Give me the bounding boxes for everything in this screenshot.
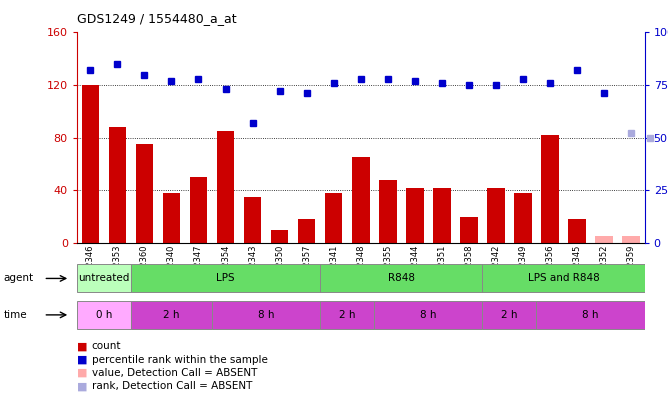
Bar xyxy=(216,131,234,243)
Bar xyxy=(131,264,320,292)
Text: 0 h: 0 h xyxy=(96,310,112,320)
Bar xyxy=(487,188,505,243)
Text: percentile rank within the sample: percentile rank within the sample xyxy=(92,355,267,364)
Bar xyxy=(541,135,558,243)
Bar xyxy=(190,177,207,243)
Text: LPS: LPS xyxy=(216,273,235,283)
Text: 2 h: 2 h xyxy=(501,310,518,320)
Bar xyxy=(136,144,153,243)
Bar xyxy=(482,264,645,292)
Bar xyxy=(406,188,424,243)
Text: 8 h: 8 h xyxy=(420,310,437,320)
Text: untreated: untreated xyxy=(78,273,130,283)
Bar xyxy=(433,188,451,243)
Text: ■: ■ xyxy=(77,382,88,391)
Text: agent: agent xyxy=(3,273,33,283)
Text: ■: ■ xyxy=(77,368,88,378)
Text: R848: R848 xyxy=(388,273,415,283)
Text: count: count xyxy=(92,341,121,351)
Bar xyxy=(320,264,482,292)
Bar xyxy=(536,301,645,329)
Bar xyxy=(379,180,397,243)
Bar xyxy=(131,301,212,329)
Bar xyxy=(244,197,261,243)
Text: LPS and R848: LPS and R848 xyxy=(528,273,599,283)
Bar xyxy=(77,301,131,329)
Bar xyxy=(482,301,536,329)
Bar xyxy=(325,193,343,243)
Bar xyxy=(568,220,586,243)
Bar xyxy=(163,193,180,243)
Text: rank, Detection Call = ABSENT: rank, Detection Call = ABSENT xyxy=(92,382,252,391)
Bar xyxy=(514,193,532,243)
Text: 2 h: 2 h xyxy=(339,310,355,320)
Bar xyxy=(271,230,289,243)
Bar xyxy=(81,85,99,243)
Text: 2 h: 2 h xyxy=(163,310,180,320)
Bar xyxy=(77,264,131,292)
Bar xyxy=(352,158,369,243)
Bar xyxy=(460,217,478,243)
Text: ■: ■ xyxy=(77,355,88,364)
Text: GDS1249 / 1554480_a_at: GDS1249 / 1554480_a_at xyxy=(77,12,236,25)
Bar xyxy=(374,301,482,329)
Bar xyxy=(212,301,320,329)
Text: value, Detection Call = ABSENT: value, Detection Call = ABSENT xyxy=(92,368,257,378)
Bar xyxy=(320,301,374,329)
Bar xyxy=(595,237,613,243)
Text: 8 h: 8 h xyxy=(258,310,275,320)
Text: ■: ■ xyxy=(77,341,88,351)
Bar xyxy=(623,237,640,243)
Bar xyxy=(298,220,315,243)
Text: 8 h: 8 h xyxy=(582,310,599,320)
Bar xyxy=(109,127,126,243)
Text: time: time xyxy=(3,310,27,320)
